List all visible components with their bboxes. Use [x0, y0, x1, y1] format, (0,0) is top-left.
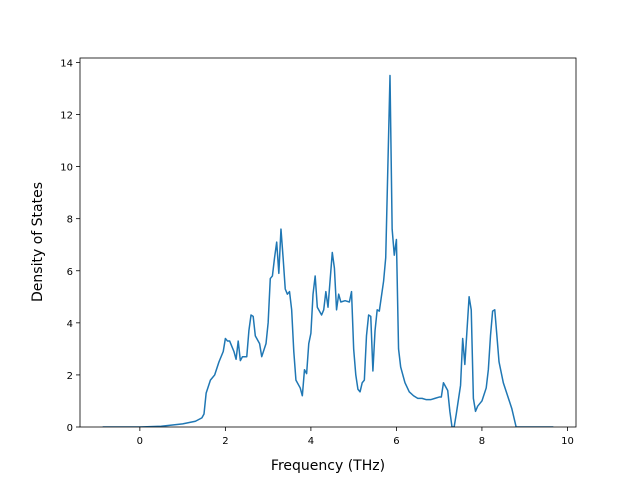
- y-axis-label: Density of States: [30, 182, 46, 302]
- y-tick-label: 0: [67, 423, 73, 434]
- x-tick-label: 0: [137, 436, 143, 447]
- x-tick-label: 2: [222, 436, 228, 447]
- y-tick-label: 14: [60, 58, 73, 69]
- y-tick-label: 6: [67, 267, 73, 278]
- y-tick-label: 4: [67, 319, 73, 330]
- y-tick-label: 10: [60, 163, 73, 174]
- y-tick-label: 2: [67, 371, 73, 382]
- dos-line: [102, 74, 554, 427]
- y-tick-label: 8: [67, 215, 73, 226]
- x-tick-label: 8: [479, 436, 485, 447]
- x-tick-label: 4: [308, 436, 314, 447]
- x-tick-label: 10: [561, 436, 574, 447]
- x-tick-label: 6: [393, 436, 399, 447]
- x-axis-label: Frequency (THz): [271, 458, 385, 474]
- axes-frame: [79, 57, 577, 428]
- y-tick-label: 12: [60, 111, 73, 122]
